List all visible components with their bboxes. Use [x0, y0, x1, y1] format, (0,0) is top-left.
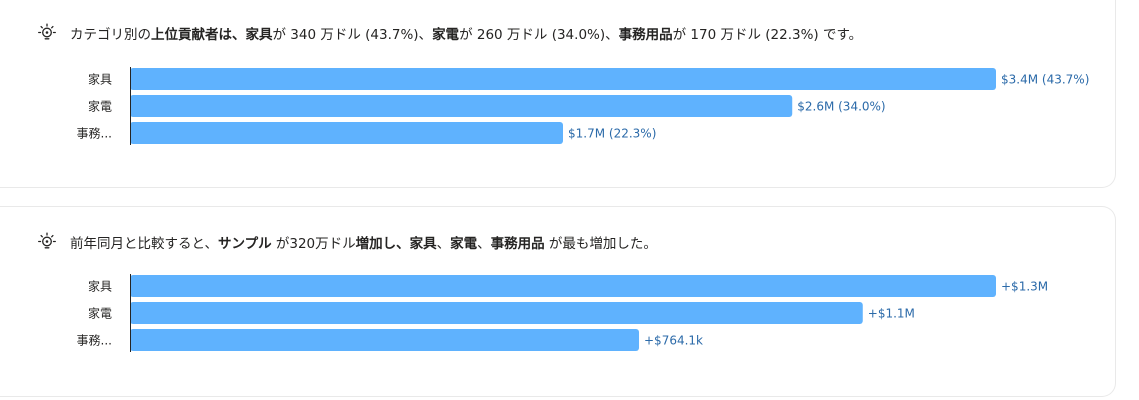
insight-emphasis: 上位貢献者は、家具	[151, 27, 273, 43]
data-label: +$1.3M	[1001, 280, 1048, 294]
data-label: $1.7M (22.3%)	[568, 127, 656, 141]
insight-segment: カテゴリ別の	[70, 27, 151, 43]
bar[interactable]	[130, 275, 996, 297]
insight-card-category-share: カテゴリ別の上位貢献者は、家具が 340 万ドル (43.7%)、家電が 260…	[0, 0, 1116, 188]
bar-chart-category-share: 家具 $3.4M (43.7%) 家電 $2.6M (34.0%) 事務... $1.7M…	[77, 67, 1089, 145]
category-label: 家電	[88, 99, 112, 114]
insight-emphasis: 事務用品	[490, 236, 545, 252]
insight-segment: 、	[477, 236, 491, 252]
lightbulb-icon	[38, 23, 56, 40]
bar[interactable]	[130, 302, 863, 324]
insight-card-yoy-growth: 前年同月と比較すると、サンプル が320万ドル増加し、家具、家電、事務用品 が最…	[0, 206, 1116, 397]
insight-row: 前年同月と比較すると、サンプル が320万ドル増加し、家具、家電、事務用品 が最…	[37, 231, 657, 253]
insight-segment: が 340 万ドル (43.7%)、	[272, 27, 433, 43]
data-label: $2.6M (34.0%)	[797, 100, 885, 114]
insight-segment: が320万ドル	[271, 236, 356, 252]
data-label: +$764.1k	[644, 334, 703, 348]
category-label: 家具	[88, 279, 112, 294]
insight-segment: 前年同月と比較すると、	[70, 236, 218, 252]
category-label: 家具	[88, 72, 112, 87]
category-label: 事務...	[77, 334, 112, 348]
insight-segment: が 260 万ドル (34.0%)、	[459, 27, 619, 43]
lightbulb-icon	[38, 232, 56, 249]
insight-segment: が 170 万ドル (22.3%) です。	[672, 27, 863, 43]
bar[interactable]	[130, 329, 640, 351]
category-label: 家電	[88, 306, 112, 321]
insight-text: カテゴリ別の上位貢献者は、家具が 340 万ドル (43.7%)、家電が 260…	[70, 23, 862, 43]
insight-emphasis: サンプル	[217, 236, 272, 252]
bar[interactable]	[130, 68, 996, 90]
insight-emphasis: 事務用品	[618, 27, 673, 43]
insight-text: 前年同月と比較すると、サンプル が320万ドル増加し、家具、家電、事務用品 が最…	[70, 232, 657, 252]
bar[interactable]	[130, 95, 793, 117]
bar[interactable]	[130, 122, 563, 144]
bar-chart-yoy-growth: 家具 +$1.3M 家電 +$1.1M 事務... +$764.1k	[77, 274, 1048, 352]
insight-segment: が最も増加した。	[544, 236, 657, 252]
insight-segment: 、	[436, 236, 451, 252]
insight-emphasis: 家電	[432, 27, 460, 43]
insight-emphasis: 家電	[450, 236, 478, 252]
insight-emphasis: 増加し、家具	[355, 236, 437, 252]
insight-row: カテゴリ別の上位貢献者は、家具が 340 万ドル (43.7%)、家電が 260…	[37, 22, 862, 44]
data-label: $3.4M (43.7%)	[1001, 73, 1089, 87]
data-label: +$1.1M	[868, 307, 915, 321]
category-label: 事務...	[77, 127, 112, 141]
